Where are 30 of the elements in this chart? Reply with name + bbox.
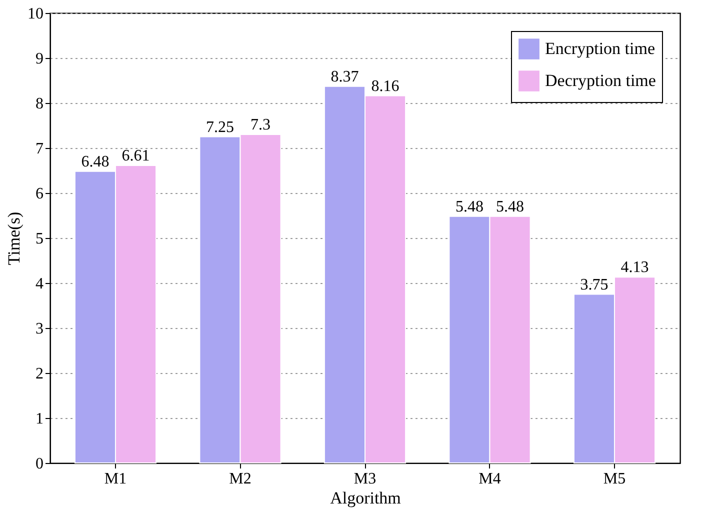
x-tick-label: M2 — [229, 470, 252, 488]
data-label: 8.16 — [371, 78, 400, 95]
x-tick-label: M3 — [354, 470, 376, 488]
data-label: 5.48 — [496, 198, 524, 216]
data-label: 3.75 — [580, 276, 608, 294]
data-label: 8.37 — [330, 68, 359, 86]
y-tick-label: 4 — [36, 276, 44, 292]
y-tick-label: 10 — [28, 6, 44, 22]
data-label: 6.48 — [81, 153, 110, 170]
y-tick-label: 7 — [36, 140, 44, 158]
y-tick-label: 1 — [36, 410, 44, 428]
data-label: 7.3 — [250, 116, 271, 134]
y-tick-label: 8 — [36, 96, 44, 112]
y-axis-title: Time(s) — [4, 212, 24, 266]
data-label: 7.25 — [206, 118, 234, 136]
x-axis-title: Algorithm — [330, 488, 401, 508]
y-tick-label: 5 — [36, 230, 44, 248]
x-tick-label: M4 — [478, 470, 501, 488]
y-tick-label: 2 — [36, 366, 44, 382]
x-tick-label: M5 — [603, 470, 626, 488]
data-label: 4.13 — [620, 259, 649, 276]
legend-label: Decryption time — [545, 71, 656, 90]
data-label: 6.61 — [122, 148, 150, 165]
x-tick-label: M1 — [104, 470, 127, 488]
y-tick-label: 9 — [36, 50, 44, 68]
y-tick-label: 0 — [36, 456, 44, 472]
y-tick-label: 3 — [36, 320, 44, 338]
y-tick-label: 6 — [36, 186, 44, 202]
legend-label: Encryption time — [545, 39, 656, 58]
data-label: 5.48 — [455, 198, 484, 216]
